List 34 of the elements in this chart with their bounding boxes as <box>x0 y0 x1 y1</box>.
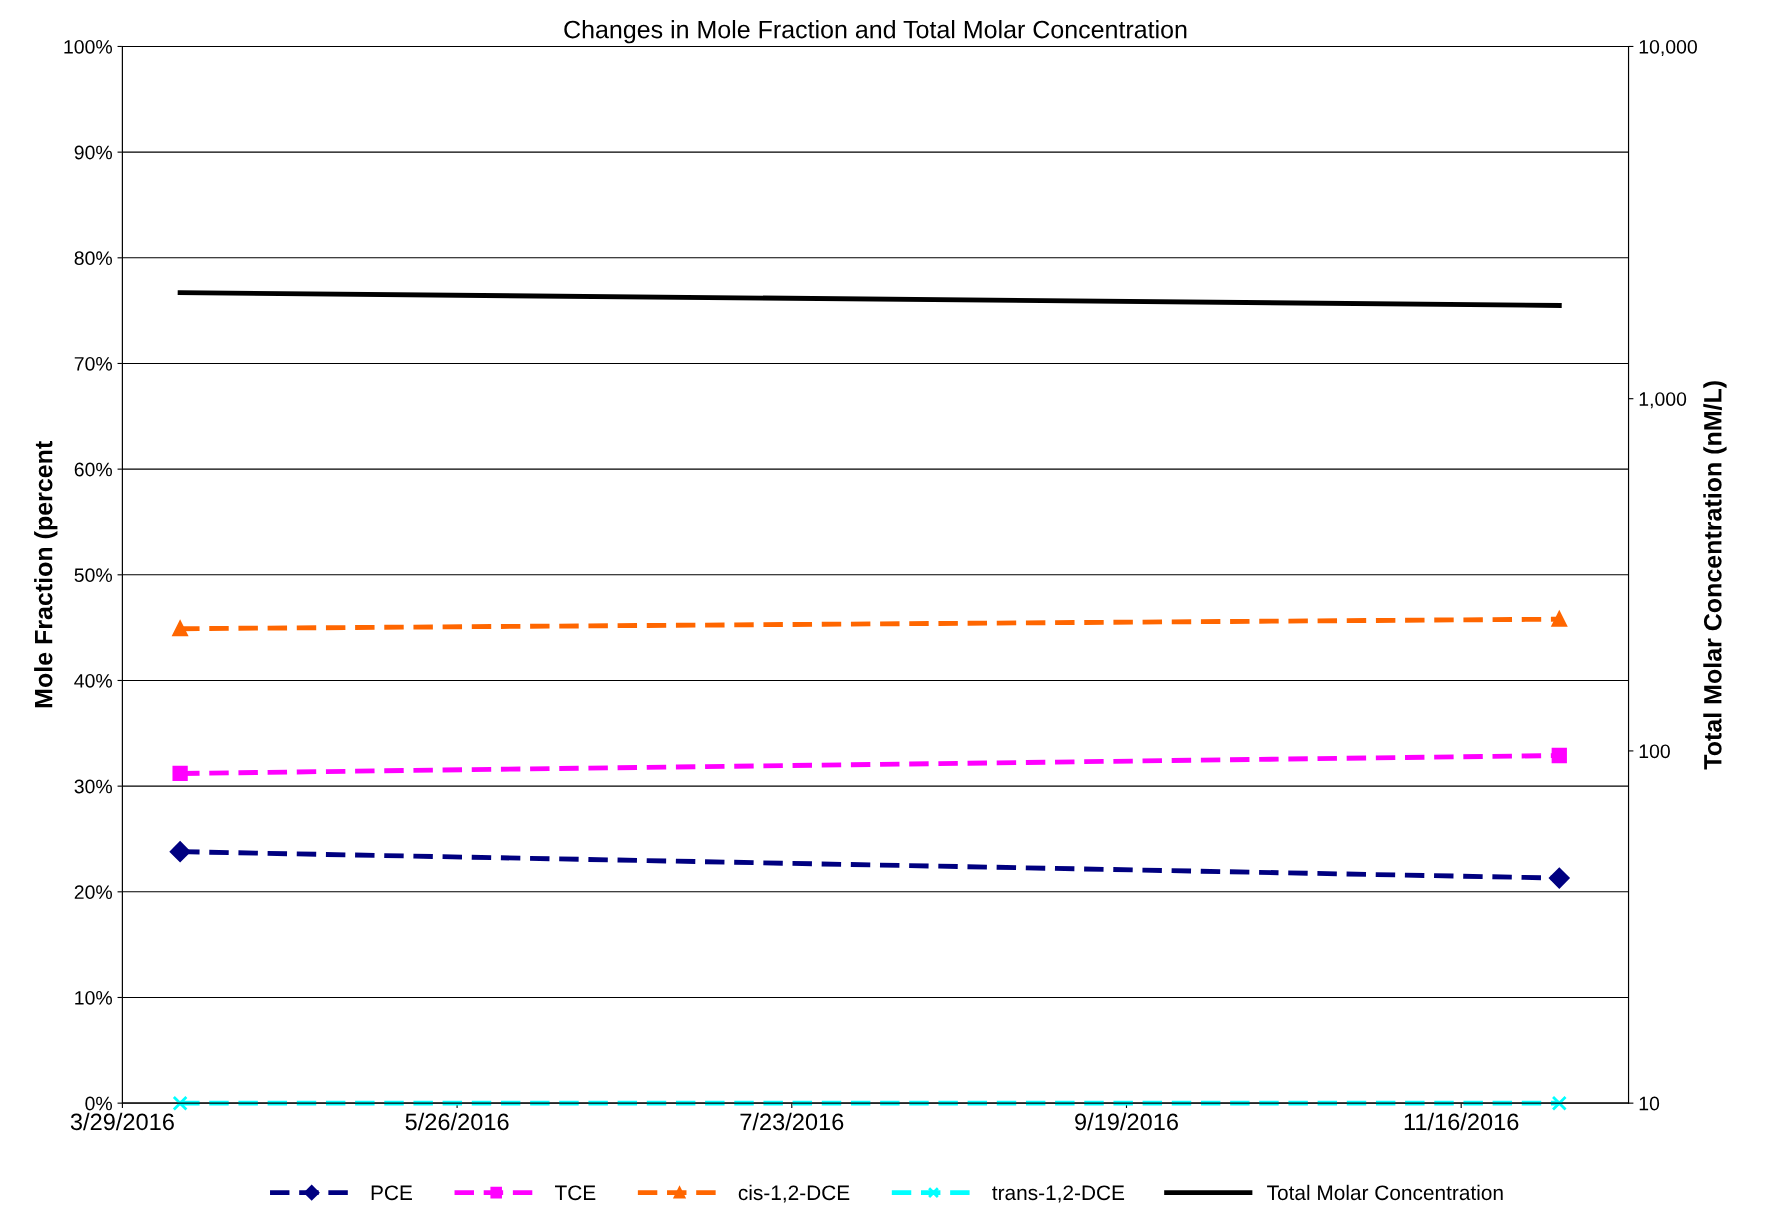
y-tick-label: 40% <box>74 673 112 688</box>
y-tick-label: 90% <box>74 145 112 160</box>
x-tick-label: 3/29/2016 <box>70 1112 174 1131</box>
x-tick-label: 5/26/2016 <box>405 1112 509 1131</box>
point <box>1551 747 1567 764</box>
y-tick-label: 60% <box>74 462 112 477</box>
legend-label: trans-1,2-DCE <box>992 1185 1125 1203</box>
y2-tick-label: 10,000 <box>1639 39 1697 57</box>
y-tick-label: 20% <box>74 885 112 900</box>
legend-label: PCE <box>371 1185 412 1201</box>
point <box>1549 867 1570 889</box>
legend-label: Total Molar Concentration <box>1267 1184 1503 1201</box>
y-axis-title: Mole Fraction (percent <box>34 441 58 708</box>
y-tick-label: 50% <box>74 568 112 583</box>
point <box>1550 609 1568 627</box>
chart-title: Changes in Mole Fraction and Total Molar Concentration <box>564 20 1187 44</box>
y2-tick-label: 10 <box>1639 1096 1660 1111</box>
y2-axis-title: Total Molar Concentration (nM/L) <box>1703 381 1727 770</box>
y2-tick-label: 100 <box>1639 744 1670 759</box>
y-tick-label: 80% <box>74 251 112 266</box>
y2-tick-label: 1,000 <box>1639 392 1687 409</box>
legend-label: cis-1,2-DCE <box>738 1184 850 1203</box>
point <box>172 621 188 637</box>
point <box>169 841 191 862</box>
y-tick-label: 10% <box>75 990 112 1005</box>
legend-label: TCE <box>555 1185 596 1201</box>
point <box>172 765 188 782</box>
y-tick-label: 30% <box>74 779 112 794</box>
x-tick-label: 9/19/2016 <box>1075 1112 1178 1131</box>
y-tick-label: 70% <box>74 356 112 371</box>
x-tick-label: 11/16/2016 <box>1404 1112 1519 1131</box>
x-tick-label: 7/23/2016 <box>740 1112 844 1131</box>
y-tick-label: 100% <box>64 39 112 54</box>
y-tick-label: 0% <box>85 1096 112 1111</box>
